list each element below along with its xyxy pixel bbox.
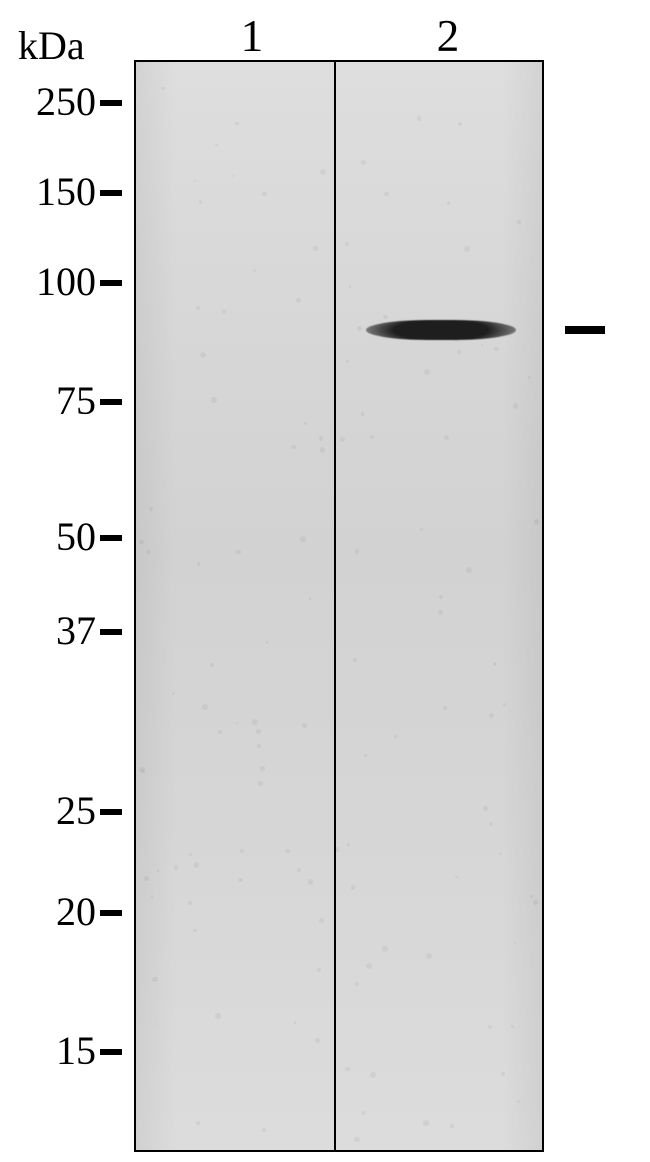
tick-label: 15 xyxy=(56,1027,96,1074)
blot-membrane xyxy=(134,60,544,1152)
tick-label: 37 xyxy=(56,607,96,654)
tick-mark xyxy=(100,190,122,196)
tick-mark xyxy=(100,280,122,286)
protein-band xyxy=(366,320,516,340)
tick-label: 150 xyxy=(36,168,96,215)
figure-root: kDa 250 150 100 75 50 37 25 20 15 1 2 xyxy=(0,0,650,1162)
tick-mark xyxy=(100,1049,122,1055)
tick-label: 75 xyxy=(56,377,96,424)
target-band-pointer xyxy=(565,326,605,334)
tick-label: 100 xyxy=(36,258,96,305)
axis-unit-label: kDa xyxy=(18,22,85,69)
tick-mark xyxy=(100,535,122,541)
tick-label: 25 xyxy=(56,787,96,834)
tick-label: 250 xyxy=(36,78,96,125)
tick-mark xyxy=(100,910,122,916)
tick-mark xyxy=(100,629,122,635)
lane-label: 2 xyxy=(418,10,478,62)
tick-label: 20 xyxy=(56,888,96,935)
blot-background xyxy=(136,62,542,1150)
tick-label: 50 xyxy=(56,513,96,560)
tick-mark xyxy=(100,100,122,106)
lane-label: 1 xyxy=(222,10,282,62)
tick-mark xyxy=(100,399,122,405)
lane-divider xyxy=(334,62,336,1150)
tick-mark xyxy=(100,809,122,815)
